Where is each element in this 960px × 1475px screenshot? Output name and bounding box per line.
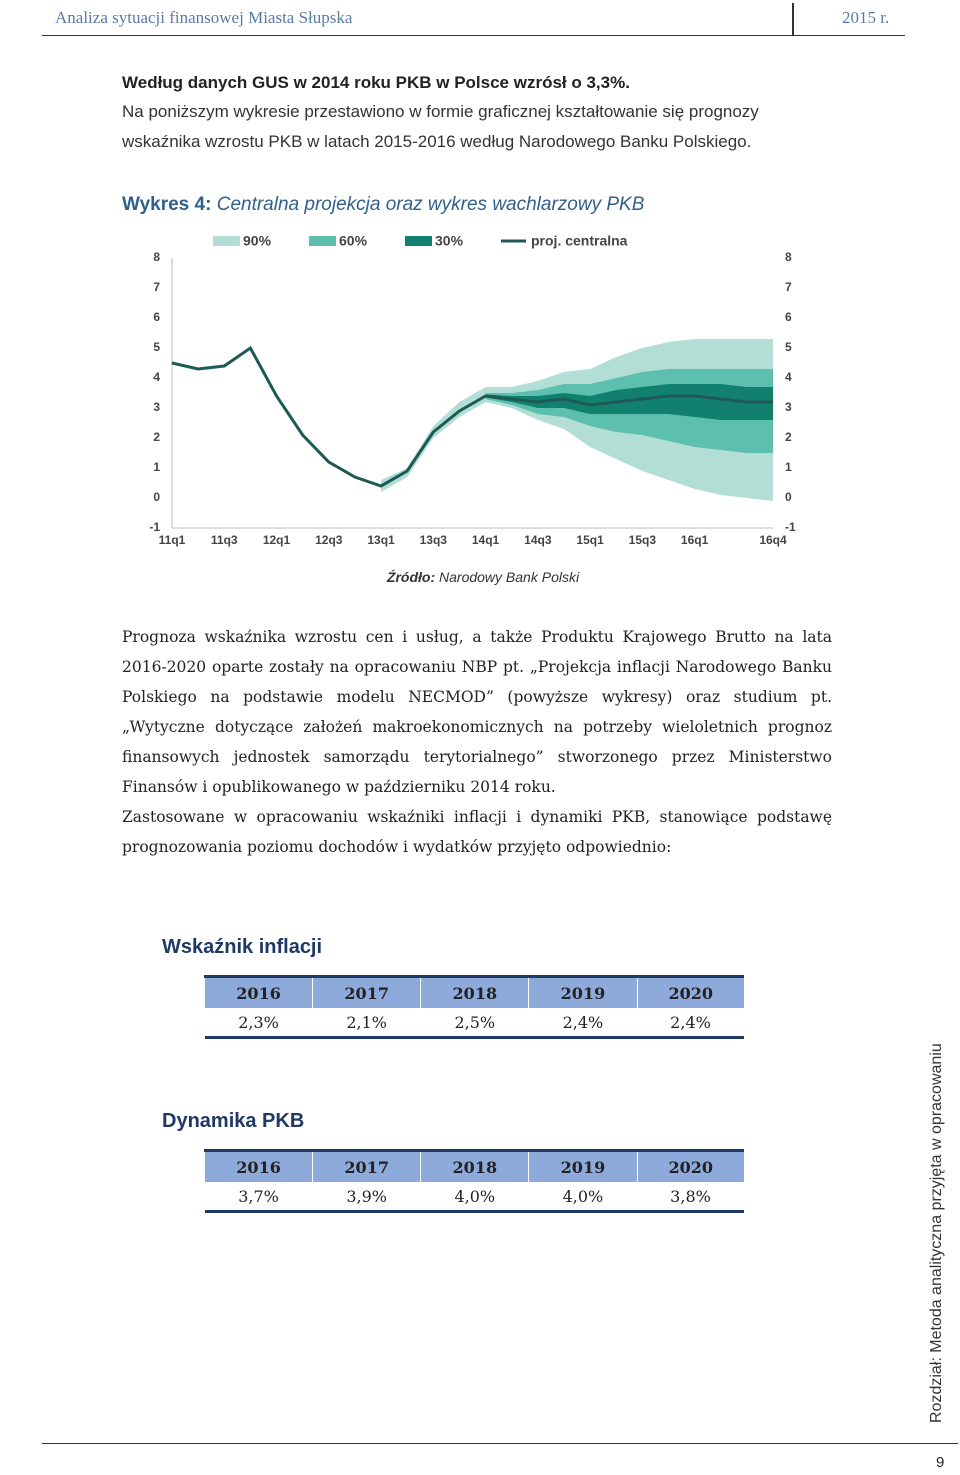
legend-swatch (213, 236, 240, 246)
table: 2016 2017 2018 2019 2020 3,7% 3,9% 4,0% 4,0% 3,8% (203, 1149, 744, 1213)
legend-label: 30% (435, 233, 464, 249)
table-cell: 2,3% (204, 1008, 313, 1039)
figure-title: Centralna projekcja oraz wykres wachlarz… (216, 194, 645, 215)
x-tick-label: 16q1 (681, 533, 709, 547)
table: 2016 2017 2018 2019 2020 2,3% 2,1% 2,5% 2,4% 2,4% (203, 975, 744, 1039)
column-header: 2020 (636, 975, 744, 1008)
y2-tick-label: 7 (785, 280, 792, 294)
x-tick-label: 11q3 (211, 533, 238, 547)
header-divider (792, 3, 794, 35)
fan-chart: -1 -1 0 0 1 1 2 2 3 3 4 4 5 5 6 6 7 7 8 8 11q1 11q3 12q1 12q3 13… (149, 233, 796, 547)
figure-label: Wykres 4: (122, 194, 212, 215)
column-header: 2016 (203, 1149, 313, 1182)
y-tick-label: -1 (149, 520, 160, 534)
x-tick-label: 14q1 (472, 533, 500, 547)
intro-text: Na poniższym wykresie przestawiono w for… (122, 102, 759, 151)
y2-tick-label: 0 (785, 490, 792, 504)
y-tick-label: 0 (153, 490, 160, 504)
legend-swatch (309, 236, 336, 246)
table-cell: 3,8% (637, 1182, 744, 1213)
header-title: Analiza sytuacji finansowej Miasta Słups… (55, 8, 353, 27)
y-tick-label: 8 (153, 250, 160, 264)
table-cell: 2,1% (312, 1008, 421, 1039)
x-tick-label: 13q1 (367, 533, 395, 547)
column-header: 2017 (312, 975, 421, 1008)
sidebar-text: Rozdział: Metoda analityczna przyjęta w … (928, 1043, 945, 1423)
table-title: Dynamika PKB (162, 1110, 305, 1132)
legend-label: 60% (339, 233, 368, 249)
footer-rule (42, 1443, 958, 1444)
table-cell: 2,5% (420, 1008, 529, 1039)
y2-tick-label: -1 (785, 520, 796, 534)
x-tick-label: 11q1 (159, 533, 186, 547)
legend-swatch (405, 236, 432, 246)
figure-source: Źródło: Narodowy Bank Polski (0, 569, 960, 585)
table-cell: 3,9% (312, 1182, 421, 1213)
paragraph: Zastosowane w opracowaniu wskaźniki infl… (122, 808, 832, 856)
y2-tick-label: 5 (785, 340, 792, 354)
y2-tick-label: 3 (785, 400, 792, 414)
legend-label: 90% (243, 233, 272, 249)
column-header: 2020 (636, 1149, 744, 1182)
y2-tick-label: 6 (785, 310, 792, 324)
y2-tick-label: 8 (785, 250, 792, 264)
y-tick-label: 5 (153, 340, 160, 354)
table-cell: 2,4% (637, 1008, 744, 1039)
table-title: Wskaźnik inflacji (162, 936, 323, 958)
header-rule (42, 35, 905, 36)
table-cell: 4,0% (420, 1182, 529, 1213)
source-text: Narodowy Bank Polski (439, 569, 580, 585)
intro-bold: Według danych GUS w 2014 roku PKB w Pols… (122, 73, 630, 92)
column-header: 2018 (420, 1149, 529, 1182)
x-tick-label: 14q3 (524, 533, 552, 547)
column-header: 2019 (528, 975, 637, 1008)
column-header: 2019 (528, 1149, 637, 1182)
y2-tick-label: 1 (785, 460, 792, 474)
header-year: 2015 r. (842, 8, 890, 27)
y-tick-label: 2 (153, 430, 160, 444)
x-tick-label: 12q3 (315, 533, 343, 547)
table-cell: 3,7% (204, 1182, 313, 1213)
y-tick-label: 3 (153, 400, 160, 414)
y2-tick-label: 4 (785, 370, 792, 384)
table-cell: 4,0% (528, 1182, 637, 1213)
y-tick-label: 6 (153, 310, 160, 324)
column-header: 2016 (203, 975, 313, 1008)
y-tick-label: 1 (153, 460, 160, 474)
x-tick-label: 15q1 (576, 533, 604, 547)
x-tick-label: 12q1 (263, 533, 291, 547)
x-tick-label: 13q3 (420, 533, 448, 547)
paragraph: Prognoza wskaźnika wzrostu cen i usług, … (122, 628, 832, 796)
y2-tick-label: 2 (785, 430, 792, 444)
y-tick-label: 7 (153, 280, 160, 294)
figure-caption: Wykres 4: Centralna projekcja oraz wykre… (122, 194, 644, 216)
central-line (171, 345, 773, 488)
column-header: 2017 (312, 1149, 421, 1182)
x-tick-label: 16q4 (759, 533, 787, 547)
source-label: Źródło: (386, 569, 436, 585)
column-header: 2018 (420, 975, 529, 1008)
table-cell: 2,4% (528, 1008, 637, 1039)
legend-label: proj. centralna (531, 233, 628, 249)
y-tick-label: 4 (153, 370, 160, 384)
x-tick-label: 15q3 (629, 533, 657, 547)
page-number: 9 (936, 1454, 945, 1471)
